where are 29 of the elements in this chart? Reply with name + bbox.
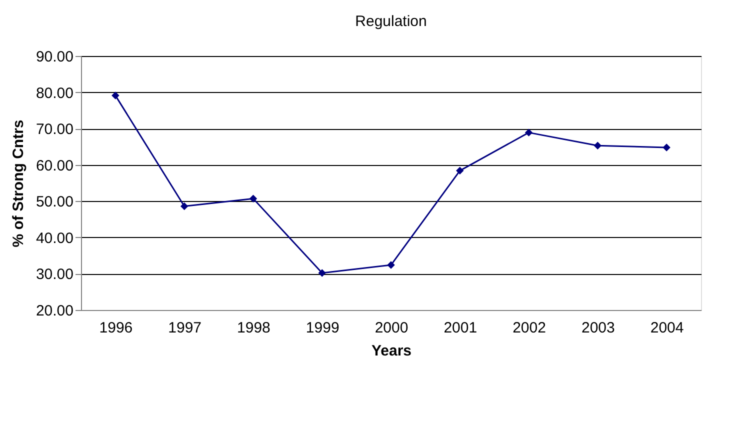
x-tick-label: 2002 — [512, 320, 546, 336]
x-tick-label: 1997 — [168, 320, 202, 336]
x-tick-label: 2003 — [581, 320, 615, 336]
point — [456, 166, 464, 175]
x-axis-title: Years — [371, 342, 412, 360]
y-tick-label: 80.00 — [36, 84, 74, 102]
y-tick-label: 20.00 — [36, 302, 74, 320]
chart-title: Regulation — [355, 13, 427, 30]
x-tick-label: 2004 — [650, 320, 684, 336]
y-tick-label: 70.00 — [36, 121, 74, 138]
x-tick-label: 1998 — [237, 320, 270, 336]
point — [180, 202, 188, 210]
point — [524, 128, 533, 136]
y-tick-label: 90.00 — [36, 48, 74, 66]
y-tick-label: 60.00 — [36, 157, 74, 174]
y-axis-title: % of Strong Cntrs — [10, 120, 27, 248]
point — [594, 142, 602, 150]
point — [249, 194, 258, 202]
point — [662, 144, 670, 152]
x-tick-label: 2000 — [374, 320, 408, 336]
y-tick-label: 30.00 — [36, 266, 74, 284]
x-tick-label: 1999 — [306, 320, 340, 336]
point — [112, 92, 120, 100]
y-tick-label: 40.00 — [36, 230, 74, 247]
point — [387, 261, 395, 269]
x-tick-label: 1996 — [99, 320, 133, 336]
x-tick-label: 2001 — [444, 320, 478, 336]
point — [318, 269, 326, 277]
y-tick-label: 50.00 — [36, 194, 74, 211]
